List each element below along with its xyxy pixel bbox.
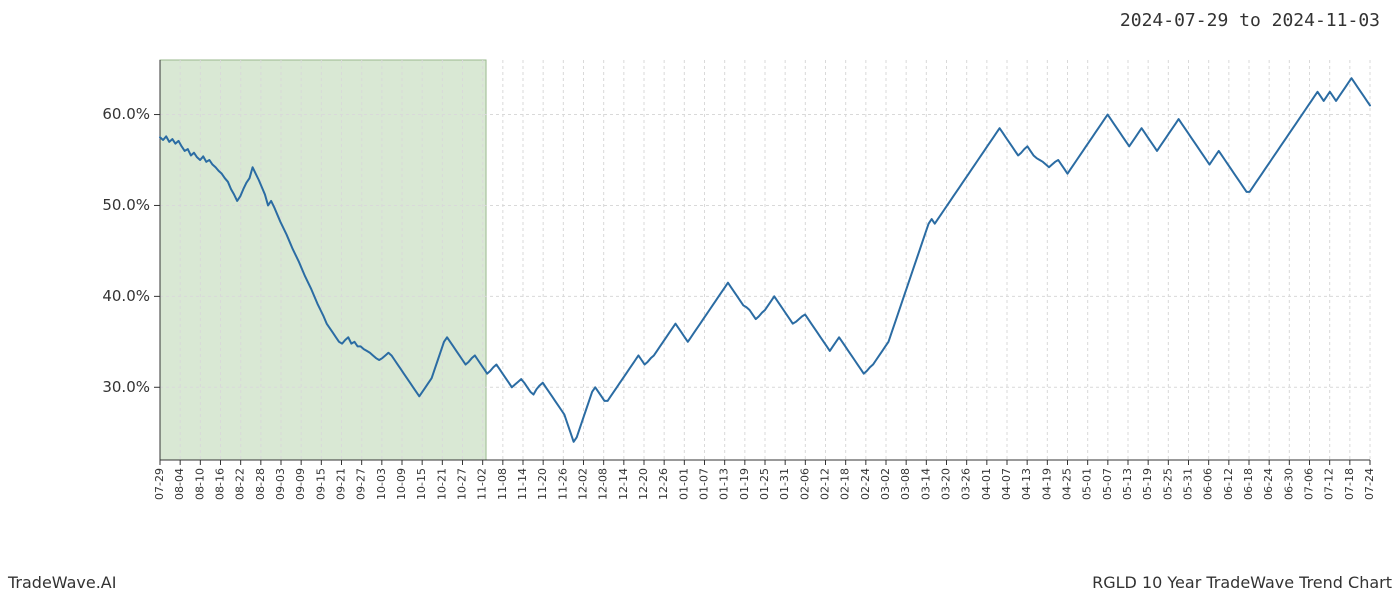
svg-text:09-03: 09-03 [274, 468, 287, 500]
footer-title: RGLD 10 Year TradeWave Trend Chart [1092, 573, 1392, 592]
svg-text:03-08: 03-08 [899, 468, 912, 500]
svg-text:12-14: 12-14 [617, 468, 630, 500]
svg-text:07-24: 07-24 [1363, 468, 1376, 500]
svg-text:03-02: 03-02 [879, 468, 892, 500]
svg-text:11-14: 11-14 [516, 468, 529, 500]
svg-text:07-12: 07-12 [1323, 468, 1336, 500]
svg-text:05-19: 05-19 [1141, 468, 1154, 500]
svg-text:10-21: 10-21 [435, 468, 448, 500]
svg-text:11-08: 11-08 [496, 468, 509, 500]
svg-text:12-20: 12-20 [637, 468, 650, 500]
svg-text:02-18: 02-18 [839, 468, 852, 500]
svg-text:07-18: 07-18 [1343, 468, 1356, 500]
svg-text:07-29: 07-29 [153, 468, 166, 500]
svg-text:06-30: 06-30 [1282, 468, 1295, 500]
svg-text:04-19: 04-19 [1040, 468, 1053, 500]
svg-text:08-10: 08-10 [193, 468, 206, 500]
svg-text:01-01: 01-01 [677, 468, 690, 500]
svg-text:60.0%: 60.0% [102, 105, 150, 123]
svg-text:30.0%: 30.0% [102, 378, 150, 396]
svg-text:04-13: 04-13 [1020, 468, 1033, 500]
svg-text:05-01: 05-01 [1081, 468, 1094, 500]
svg-text:10-27: 10-27 [456, 468, 469, 500]
svg-text:09-09: 09-09 [294, 468, 307, 500]
svg-text:06-12: 06-12 [1222, 468, 1235, 500]
footer-brand: TradeWave.AI [8, 573, 116, 592]
svg-text:50.0%: 50.0% [102, 196, 150, 214]
svg-text:03-14: 03-14 [919, 468, 932, 500]
svg-text:02-24: 02-24 [859, 468, 872, 500]
svg-text:02-12: 02-12 [819, 468, 832, 500]
svg-text:01-31: 01-31 [778, 468, 791, 500]
svg-text:08-16: 08-16 [214, 468, 227, 500]
trend-chart: 30.0% 40.0% 50.0% 60.0% 07-29 08-04 08-10 08-16… [90, 50, 1380, 520]
svg-text:03-26: 03-26 [960, 468, 973, 500]
svg-text:10-03: 10-03 [375, 468, 388, 500]
svg-text:01-13: 01-13 [718, 468, 731, 500]
date-range-label: 2024-07-29 to 2024-11-03 [1120, 10, 1380, 31]
svg-text:06-18: 06-18 [1242, 468, 1255, 500]
svg-text:10-09: 10-09 [395, 468, 408, 500]
svg-text:04-25: 04-25 [1061, 468, 1074, 500]
svg-text:01-19: 01-19 [738, 468, 751, 500]
svg-text:11-26: 11-26 [556, 468, 569, 500]
svg-text:04-01: 04-01 [980, 468, 993, 500]
svg-text:03-20: 03-20 [940, 468, 953, 500]
svg-text:01-25: 01-25 [758, 468, 771, 500]
svg-text:01-07: 01-07 [698, 468, 711, 500]
svg-text:05-31: 05-31 [1182, 468, 1195, 500]
svg-text:10-15: 10-15 [415, 468, 428, 500]
svg-text:02-06: 02-06 [798, 468, 811, 500]
svg-text:05-07: 05-07 [1101, 468, 1114, 500]
footer-title-text: RGLD 10 Year TradeWave Trend Chart [1092, 573, 1392, 592]
svg-text:40.0%: 40.0% [102, 287, 150, 305]
svg-text:12-08: 12-08 [597, 468, 610, 500]
svg-text:09-27: 09-27 [355, 468, 368, 500]
svg-text:08-04: 08-04 [173, 468, 186, 500]
chart-svg: 30.0% 40.0% 50.0% 60.0% 07-29 08-04 08-10 08-16… [90, 50, 1380, 520]
svg-text:12-02: 12-02 [577, 468, 590, 500]
svg-text:09-15: 09-15 [314, 468, 327, 500]
svg-text:06-24: 06-24 [1262, 468, 1275, 500]
svg-text:09-21: 09-21 [335, 468, 348, 500]
svg-text:05-13: 05-13 [1121, 468, 1134, 500]
footer-brand-text: TradeWave.AI [8, 573, 116, 592]
date-range-text: 2024-07-29 to 2024-11-03 [1120, 10, 1380, 31]
svg-text:12-26: 12-26 [657, 468, 670, 500]
svg-text:06-06: 06-06 [1202, 468, 1215, 500]
svg-text:11-20: 11-20 [536, 468, 549, 500]
svg-text:08-22: 08-22 [234, 468, 247, 500]
svg-text:04-07: 04-07 [1000, 468, 1013, 500]
svg-text:11-02: 11-02 [476, 468, 489, 500]
svg-text:05-25: 05-25 [1161, 468, 1174, 500]
svg-text:07-06: 07-06 [1303, 468, 1316, 500]
svg-text:08-28: 08-28 [254, 468, 267, 500]
